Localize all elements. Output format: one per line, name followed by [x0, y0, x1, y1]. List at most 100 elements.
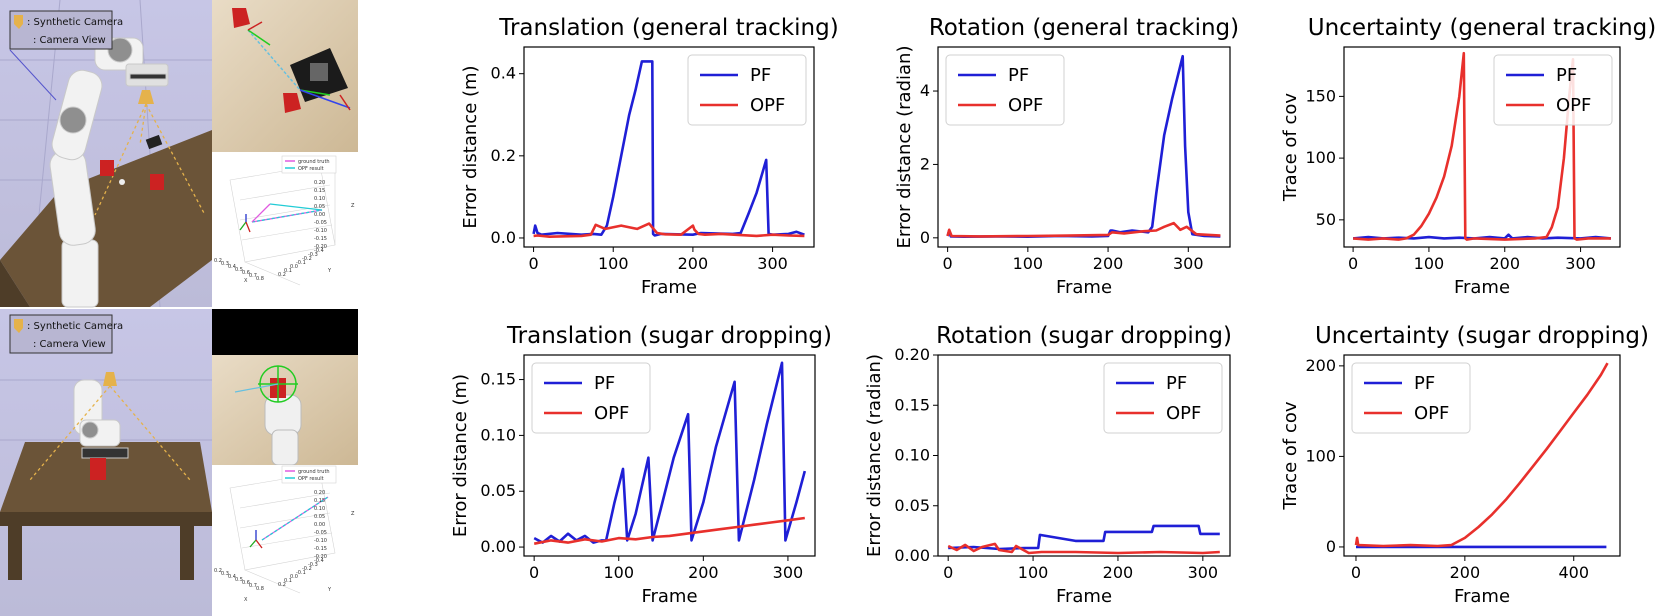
- legend-box: [945, 54, 1065, 126]
- scene-render-bottom: : Synthetic Camera : Camera View: [0, 309, 212, 616]
- y-tick-label: 0.05: [894, 496, 930, 515]
- x-tick-label: 0: [528, 254, 538, 273]
- y-tick-label: 0.15: [480, 370, 516, 389]
- chart-rotation-general: Rotation (general tracking) 0 100 200 300 0 2 4…: [894, 15, 1239, 298]
- camera-view-bottom: [212, 309, 358, 466]
- plot3d-x-ticks-bottom: 0.2 0.3 0.4 0.5 0.6 0.7 0.8: [214, 568, 264, 592]
- plot3d-axis-z-bottom: Z: [351, 511, 355, 517]
- plot3d-z-tick: 0.20: [314, 490, 325, 496]
- plot3d-z-ticks-bottom: 0.20 0.15 0.10 0.05 0.00 -0.05 -0.10 -0.15 -0.20: [314, 490, 327, 560]
- legend-camera-view-top: : Camera View: [33, 35, 106, 46]
- legend-label-pf: PF: [750, 65, 771, 86]
- y-tick-label: 100: [1305, 446, 1336, 465]
- x-axis-label: Frame: [1056, 277, 1112, 298]
- x-tick-label: 300: [1173, 254, 1204, 273]
- y-tick-label: 2: [920, 154, 930, 173]
- plot3d-x-tick: 0.5: [235, 577, 243, 583]
- camera-marker-icon: [14, 319, 23, 333]
- plot3d-z-tick: 0.00: [314, 212, 325, 218]
- plot3d-y-tick: 0.2: [278, 582, 286, 588]
- legend-label-pf: PF: [1008, 65, 1029, 86]
- x-tick-label: 300: [1565, 254, 1596, 273]
- y-tick-label: 0.0: [491, 228, 516, 247]
- x-tick-label: 0: [943, 563, 953, 582]
- chart-rotation-sugar: Rotation (sugar dropping) 0 100 200 300 0.00 0…: [864, 323, 1232, 607]
- legend-synthetic-camera-bottom: : Synthetic Camera: [27, 321, 123, 332]
- plot3d-z-tick: -0.15: [314, 236, 327, 242]
- plot3d-y-ticks-top: 0.20.10.0-0.1-0.2-0.3-0.4: [278, 248, 324, 278]
- plot3d-z-tick: 0.00: [314, 522, 325, 528]
- plot3d-y-tick: -0.2: [302, 256, 312, 262]
- y-axis-label: Error distance (m): [450, 374, 471, 537]
- legend-camera-view-bottom: : Camera View: [33, 339, 106, 350]
- plot3d-y-tick: -0.1: [296, 570, 306, 576]
- plot3d-axis-x-bottom: X: [244, 597, 248, 603]
- scene-legend-bottom: [9, 314, 113, 354]
- y-tick-label: 200: [1305, 356, 1336, 375]
- plot3d-z-tick: 0.10: [314, 506, 325, 512]
- plot3d-z-tick: 0.05: [314, 204, 325, 210]
- y-axis-label: Error distance (radian): [894, 46, 915, 249]
- x-tick-label: 300: [773, 563, 804, 582]
- y-tick-label: 100: [1305, 148, 1336, 167]
- plot3d-z-tick: -0.20: [314, 244, 327, 250]
- red-mug-1: [100, 160, 114, 176]
- series-line-opf: [533, 516, 805, 545]
- red-mug-2: [150, 174, 164, 190]
- plot3d-legend-opf-bottom: OPF result: [298, 476, 324, 482]
- chart-legend: PF OPF: [531, 362, 651, 434]
- x-tick-label: 0: [529, 563, 539, 582]
- x-tick-label: 100: [598, 254, 629, 273]
- sugar-box-top: [145, 134, 163, 150]
- chart-title: Uncertainty (sugar dropping): [1315, 323, 1649, 349]
- x-tick-label: 0: [1348, 254, 1358, 273]
- plot3d-z-tick: -0.10: [314, 538, 327, 544]
- chart-translation-sugar: Translation (sugar dropping) 0 100 200 300 0.…: [450, 323, 832, 607]
- plot3d-y-tick: -0.1: [296, 260, 306, 266]
- series-line-opf: [1354, 362, 1609, 548]
- plot3d-z-tick: -0.05: [314, 220, 327, 226]
- x-tick-label: 100: [603, 563, 634, 582]
- plot3d-top: ground truth OPF result 0.2 0.3 0.4 0.5 0.6 0…: [212, 152, 358, 307]
- series-line-pf: [1352, 233, 1612, 240]
- legend-box: [1103, 362, 1223, 434]
- y-tick-label: 0.15: [894, 395, 930, 414]
- plot3d-y-tick: -0.3: [308, 562, 318, 568]
- x-tick-label: 200: [1450, 563, 1481, 582]
- x-tick-label: 200: [1103, 563, 1134, 582]
- plot3d-y-tick: -0.4: [314, 248, 324, 254]
- plot-frame: [937, 46, 1231, 248]
- plot3d-y-tick: 0.0: [290, 574, 298, 580]
- plot3d-x-tick: 0.6: [242, 270, 250, 276]
- y-axis-label: Trace of cov: [1280, 93, 1301, 202]
- plot3d-z-tick: 0.15: [314, 188, 325, 194]
- plot-frame: [1343, 354, 1621, 557]
- legend-label-opf: OPF: [1414, 403, 1449, 424]
- x-tick-label: 200: [1093, 254, 1124, 273]
- legend-label-opf: OPF: [750, 95, 785, 116]
- x-axis-label: Frame: [641, 586, 697, 607]
- y-tick-label: 0.20: [894, 345, 930, 364]
- gold-camera-bottom: [103, 372, 117, 386]
- chart-legend: PF OPF: [1493, 54, 1613, 126]
- plot3d-axis-y-top: Y: [327, 268, 332, 274]
- legend-synthetic-camera-top: : Synthetic Camera: [27, 17, 123, 28]
- plot3d-legend-gt-bottom: ground truth: [298, 469, 330, 475]
- gold-camera-top: [138, 90, 154, 104]
- chart-uncertainty-general: Uncertainty (general tracking) 0 100 200 300…: [1280, 15, 1656, 298]
- x-tick-label: 200: [688, 563, 719, 582]
- y-tick-label: 0: [1326, 537, 1336, 556]
- plot3d-z-tick: -0.15: [314, 546, 327, 552]
- plot3d-z-tick: 0.10: [314, 196, 325, 202]
- plot3d-x-tick: 0.3: [221, 571, 229, 577]
- x-tick-label: 100: [1414, 254, 1445, 273]
- scene-legend-top: [9, 10, 113, 50]
- legend-label-opf: OPF: [594, 403, 629, 424]
- plot3d-bottom: ground truth OPF result 0.2 0.3 0.4 0.5 0.6 0…: [212, 465, 358, 616]
- y-tick-label: 0.00: [480, 537, 516, 556]
- plot3d-axis-x-top: X: [244, 278, 248, 284]
- plot3d-y-tick: 0.2: [278, 272, 286, 278]
- chart-legend: PF OPF: [1351, 362, 1471, 434]
- chart-legend: PF OPF: [945, 54, 1065, 126]
- x-tick-label: 200: [1489, 254, 1520, 273]
